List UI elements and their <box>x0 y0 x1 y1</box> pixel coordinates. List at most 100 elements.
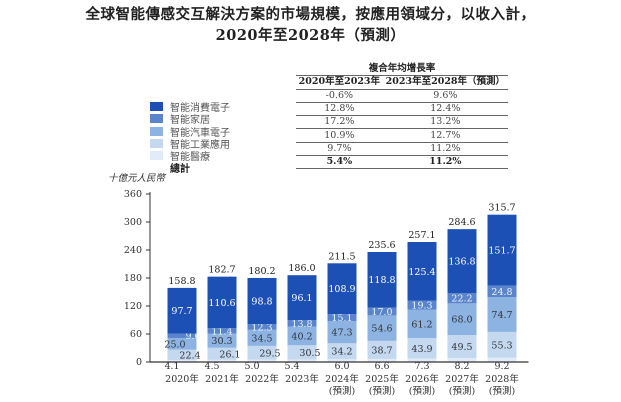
cell: 11.2% <box>382 155 508 170</box>
table-row: 10.9% 12.7% <box>296 128 508 143</box>
cell: 10.9% <box>296 128 383 143</box>
bar-segment <box>407 338 437 359</box>
bar-segment <box>287 345 317 360</box>
legend-label: 智能消費電子 <box>170 102 230 114</box>
total-label: 284.6 <box>448 217 475 228</box>
data-label: 24.8 <box>491 287 512 298</box>
data-label: 5.4 <box>284 361 299 372</box>
cell: 9.6% <box>382 89 508 103</box>
bar-segment <box>287 275 317 321</box>
data-label: 34.5 <box>251 333 272 344</box>
data-label: 22.2 <box>451 294 472 305</box>
data-label: 151.7 <box>488 246 515 257</box>
bar-segment <box>207 276 237 329</box>
data-label: 9.6 <box>185 331 200 342</box>
bar-segment <box>487 297 517 332</box>
data-label: 4.5 <box>204 361 219 372</box>
y-axis-label: 十億元人民幣 <box>108 173 166 184</box>
data-label: 54.6 <box>371 324 392 335</box>
bar-segment <box>447 292 477 304</box>
data-label: 136.8 <box>448 257 475 268</box>
x-tick-label: 2023年 <box>285 373 319 385</box>
legend-item-consumer: 智能消費電子 <box>150 100 230 114</box>
data-label: 97.7 <box>171 306 192 317</box>
data-label: 6.6 <box>374 361 389 372</box>
legend-label: 智能家居 <box>170 115 210 127</box>
y-tick-label: 360 <box>124 189 142 200</box>
data-label: 74.7 <box>491 310 512 321</box>
cagr-table: 複合年均增長率 2020年至2023年 2023年至2028年（預測） -0.6%… <box>296 63 508 170</box>
bar-segment <box>207 333 237 348</box>
bar-segment <box>167 349 197 361</box>
x-tick-label: 2026年 <box>405 373 439 385</box>
data-label: 108.9 <box>328 284 355 295</box>
x-tick-label: (預測) <box>449 385 475 397</box>
table-row: 12.8% 12.4% <box>296 102 508 117</box>
legend-label: 智能工業應用 <box>170 139 230 151</box>
data-label: 26.1 <box>219 349 240 360</box>
data-label: 55.3 <box>491 340 512 351</box>
total-label: 315.7 <box>488 203 515 214</box>
x-tick-label: 2024年 <box>325 373 359 385</box>
total-label: 211.5 <box>328 251 355 262</box>
bar-segment <box>327 321 357 344</box>
y-tick-label: 180 <box>124 273 142 284</box>
x-tick-label: (預測) <box>409 385 435 397</box>
bar-segment <box>327 263 357 315</box>
bar-segment <box>367 307 397 316</box>
bar-segment <box>247 324 277 330</box>
bar-segment <box>327 314 357 322</box>
x-tick-label: (預測) <box>489 385 515 397</box>
legend-swatch <box>150 126 163 136</box>
data-label: 22.4 <box>179 350 200 361</box>
cell: 12.4% <box>382 102 508 117</box>
cell: 5.4% <box>296 155 383 170</box>
bar-segment <box>247 345 277 360</box>
data-label: 19.3 <box>411 301 432 312</box>
x-tick-label: 2022年 <box>245 373 279 385</box>
x-tick-label: 2025年 <box>365 373 399 385</box>
total-label: 257.1 <box>408 230 435 241</box>
bar-segment <box>487 285 517 298</box>
data-label: 30.3 <box>211 336 232 347</box>
bar-segment <box>487 357 517 362</box>
x-tick-label: 2021年 <box>205 373 239 385</box>
data-label: 29.5 <box>259 348 280 359</box>
data-label: 125.4 <box>408 267 435 278</box>
bar-segment <box>287 359 317 362</box>
bar-segment <box>447 335 477 359</box>
y-tick-label: 120 <box>124 301 142 312</box>
data-label: 34.2 <box>331 347 352 358</box>
bar-segment <box>407 309 437 339</box>
table-row: 9.7% 11.2% <box>296 142 508 157</box>
bar-segment <box>367 315 397 341</box>
data-label: 11.4 <box>211 326 232 337</box>
legend: 智能消費電子 智能家居 智能汽車電子 智能工業應用 智能醫療 總計 <box>150 88 230 175</box>
data-label: 12.3 <box>251 322 272 333</box>
bar-segment <box>207 347 237 360</box>
cagr-header: 複合年均增長率 <box>368 63 436 75</box>
data-label: 4.1 <box>164 361 179 372</box>
y-tick-label: 60 <box>130 329 142 340</box>
table-row: 17.2% 13.2% <box>296 115 508 130</box>
total-label: 180.2 <box>248 266 275 277</box>
x-tick-label: (預測) <box>329 385 355 397</box>
y-tick-label: 240 <box>124 245 142 256</box>
data-label: 5.0 <box>244 361 259 372</box>
bar-segment <box>407 358 437 362</box>
bar-segment <box>367 340 397 359</box>
data-label: 9.2 <box>494 361 509 372</box>
cagr-col1: 2020年至2023年 <box>296 75 383 90</box>
legend-swatch <box>150 138 163 148</box>
total-label: 158.8 <box>168 276 195 287</box>
x-tick-label: (預測) <box>369 385 395 397</box>
bar-segment <box>327 359 357 362</box>
bar-segment <box>447 303 477 336</box>
x-tick-label: 2028年 <box>485 373 519 385</box>
legend-item-auto: 智能汽車電子 <box>150 125 230 139</box>
y-tick-label: 300 <box>124 217 142 228</box>
y-tick-label: 0 <box>136 357 142 368</box>
cell: 9.7% <box>296 142 383 157</box>
data-label: 7.3 <box>414 361 429 372</box>
